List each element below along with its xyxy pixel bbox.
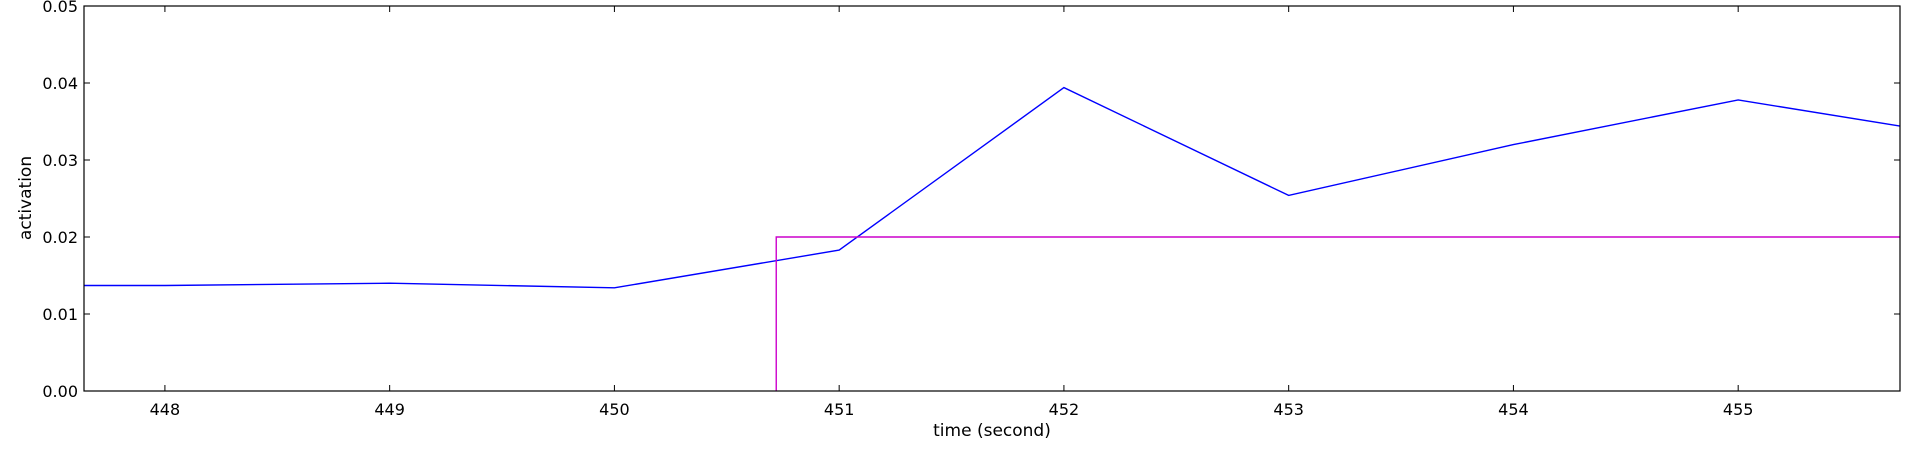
x-tick-label: 455 xyxy=(1723,400,1754,419)
y-tick-label: 0.03 xyxy=(42,151,78,170)
ticks-layer: 448 449 450 451 452 453 454 455 0.00 0.01 0.02 0.03… xyxy=(42,0,1900,419)
x-tick-label: 448 xyxy=(150,400,181,419)
y-tick-label: 0.01 xyxy=(42,305,78,324)
activation-line xyxy=(84,86,1901,289)
x-tick-label: 452 xyxy=(1049,400,1080,419)
x-tick-label: 450 xyxy=(599,400,630,419)
x-tick-label: 454 xyxy=(1498,400,1529,419)
x-tick-label: 449 xyxy=(374,400,405,419)
y-tick-label: 0.05 xyxy=(42,0,78,16)
y-tick-label: 0.04 xyxy=(42,74,78,93)
y-tick-label: 0.00 xyxy=(42,382,78,401)
y-tick-label: 0.02 xyxy=(42,228,78,247)
threshold-step-line xyxy=(775,236,1900,391)
x-tick-label: 451 xyxy=(824,400,855,419)
series-layer xyxy=(84,86,1901,391)
plot-area-frame xyxy=(83,5,1901,392)
x-axis-label: time (second) xyxy=(933,421,1051,441)
x-tick-label: 453 xyxy=(1273,400,1304,419)
y-axis-label: activation xyxy=(16,156,36,240)
